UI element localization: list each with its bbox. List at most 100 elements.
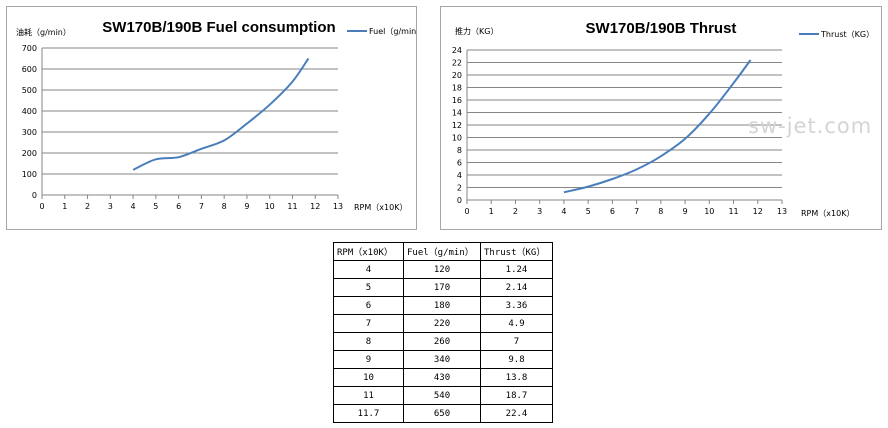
table-cell: 540 — [403, 386, 481, 405]
thrust-y-tick-label: 22 — [452, 59, 462, 68]
fuel-y-tick-label: 400 — [22, 107, 37, 116]
fuel-series-line — [132, 57, 310, 171]
table-cell: 11 — [333, 386, 404, 405]
thrust-y-tick-label: 24 — [452, 46, 462, 55]
fuel-x-tick-label: 10 — [265, 202, 275, 211]
table-row: 5 170 2.14 — [333, 278, 553, 297]
fuel-x-tick-label: 6 — [176, 202, 181, 211]
table-cell: 7 — [480, 332, 553, 351]
thrust-y-tick-label: 18 — [452, 84, 462, 93]
table-cell: 5 — [333, 278, 404, 297]
table-cell: 22.4 — [480, 404, 553, 423]
table-cell: 18.7 — [480, 386, 553, 405]
thrust-y-tick-label: 12 — [452, 121, 462, 130]
fuel-x-tick-label: 0 — [39, 202, 44, 211]
thrust-x-axis-label: RPM（x10K） — [801, 209, 854, 218]
fuel-x-axis-label: RPM（x10K） — [354, 203, 407, 212]
thrust-x-tick-label: 7 — [634, 207, 639, 216]
thrust-x-tick-label: 12 — [753, 207, 763, 216]
fuel-legend-label: Fuel（g/min） — [369, 27, 416, 36]
thrust-y-tick-label: 10 — [452, 134, 462, 143]
table-cell: 11.7 — [333, 404, 404, 423]
thrust-x-tick-label: 3 — [537, 207, 542, 216]
thrust-series-line — [563, 59, 752, 194]
thrust-x-tick-label: 0 — [464, 207, 469, 216]
table-row: 10 430 13.8 — [333, 368, 553, 387]
fuel-x-tick-label: 12 — [310, 202, 320, 211]
thrust-x-tick-label: 13 — [777, 207, 787, 216]
table-row: 6 180 3.36 — [333, 296, 553, 315]
fuel-y-tick-label: 600 — [22, 65, 37, 74]
fuel-x-tick-label: 7 — [199, 202, 204, 211]
table-cell: 4 — [333, 260, 404, 279]
table-header-cell: Thrust（KG） — [480, 242, 553, 261]
table-cell: 1.24 — [480, 260, 553, 279]
thrust-x-tick-label: 8 — [658, 207, 663, 216]
table-header-row: RPM（x10K） Fuel（g/min） Thrust（KG） — [333, 242, 553, 261]
thrust-x-tick-label: 9 — [683, 207, 688, 216]
table-header-cell: RPM（x10K） — [333, 242, 404, 261]
thrust-x-tick-label: 10 — [704, 207, 714, 216]
fuel-x-tick-label: 9 — [244, 202, 249, 211]
table-cell: 260 — [403, 332, 481, 351]
fuel-x-tick-label: 2 — [85, 202, 90, 211]
table-cell: 170 — [403, 278, 481, 297]
fuel-y-tick-label: 0 — [32, 191, 37, 200]
table-row: 7 220 4.9 — [333, 314, 553, 333]
thrust-chart: SW170B/190B Thrust推力（KG）RPM（x10K）0246810… — [452, 20, 874, 218]
table-cell: 3.36 — [480, 296, 553, 315]
fuel-x-tick-label: 8 — [222, 202, 227, 211]
table-row: 8 260 7 — [333, 332, 553, 351]
fuel-x-tick-label: 1 — [62, 202, 67, 211]
table-cell: 6 — [333, 296, 404, 315]
table-cell: 220 — [403, 314, 481, 333]
table-cell: 120 — [403, 260, 481, 279]
table-cell: 9.8 — [480, 350, 553, 369]
table-row: 11.7 650 22.4 — [333, 404, 553, 423]
fuel-x-tick-label: 4 — [131, 202, 136, 211]
fuel-y-tick-label: 300 — [22, 128, 37, 137]
fuel-x-tick-label: 11 — [287, 202, 297, 211]
fuel-x-tick-label: 5 — [153, 202, 158, 211]
fuel-y-tick-label: 500 — [22, 86, 37, 95]
table-row: 4 120 1.24 — [333, 260, 553, 279]
table-header-cell: Fuel（g/min） — [403, 242, 481, 261]
table-row: 9 340 9.8 — [333, 350, 553, 369]
thrust-legend-label: Thrust（KG） — [820, 30, 874, 39]
thrust-x-tick-label: 2 — [513, 207, 518, 216]
thrust-y-tick-label: 2 — [457, 184, 462, 193]
thrust-x-tick-label: 6 — [610, 207, 615, 216]
fuel-x-tick-label: 13 — [333, 202, 343, 211]
table-cell: 180 — [403, 296, 481, 315]
table-cell: 9 — [333, 350, 404, 369]
data-table: RPM（x10K） Fuel（g/min） Thrust（KG） 4 120 1.24 5… — [333, 242, 553, 423]
thrust-x-tick-label: 4 — [561, 207, 566, 216]
table-cell: 340 — [403, 350, 481, 369]
watermark: sw-jet.com — [748, 114, 873, 138]
table-row: 11 540 18.7 — [333, 386, 553, 405]
thrust-y-axis-label: 推力（KG） — [455, 26, 498, 36]
fuel-y-tick-label: 100 — [22, 170, 37, 179]
thrust-chart-title: SW170B/190B Thrust — [586, 20, 737, 37]
table-cell: 7 — [333, 314, 404, 333]
thrust-y-tick-label: 8 — [457, 146, 462, 155]
fuel-chart-title: SW170B/190B Fuel consumption — [102, 19, 335, 36]
thrust-y-tick-label: 6 — [457, 159, 462, 168]
thrust-x-tick-label: 1 — [489, 207, 494, 216]
fuel-chart-panel: SW170B/190B Fuel consumption 油耗（g/min） RPM… — [6, 6, 417, 230]
table-cell: 13.8 — [480, 368, 553, 387]
thrust-y-tick-label: 4 — [457, 171, 462, 180]
table-cell: 430 — [403, 368, 481, 387]
table-cell: 650 — [403, 404, 481, 423]
thrust-y-tick-label: 14 — [452, 109, 462, 118]
thrust-y-tick-label: 20 — [452, 71, 462, 80]
table-cell: 4.9 — [480, 314, 553, 333]
fuel-y-tick-label: 700 — [22, 44, 37, 53]
table-cell: 2.14 — [480, 278, 553, 297]
thrust-chart-panel: SW170B/190B Thrust 推力（KG） RPM（x10K） 0 2 4 6 8 10… — [440, 6, 882, 230]
thrust-x-tick-label: 11 — [728, 207, 738, 216]
thrust-y-tick-label: 0 — [457, 196, 462, 205]
fuel-y-axis-label: 油耗（g/min） — [16, 27, 71, 37]
fuel-y-tick-label: 200 — [22, 149, 37, 158]
fuel-x-tick-label: 3 — [108, 202, 113, 211]
